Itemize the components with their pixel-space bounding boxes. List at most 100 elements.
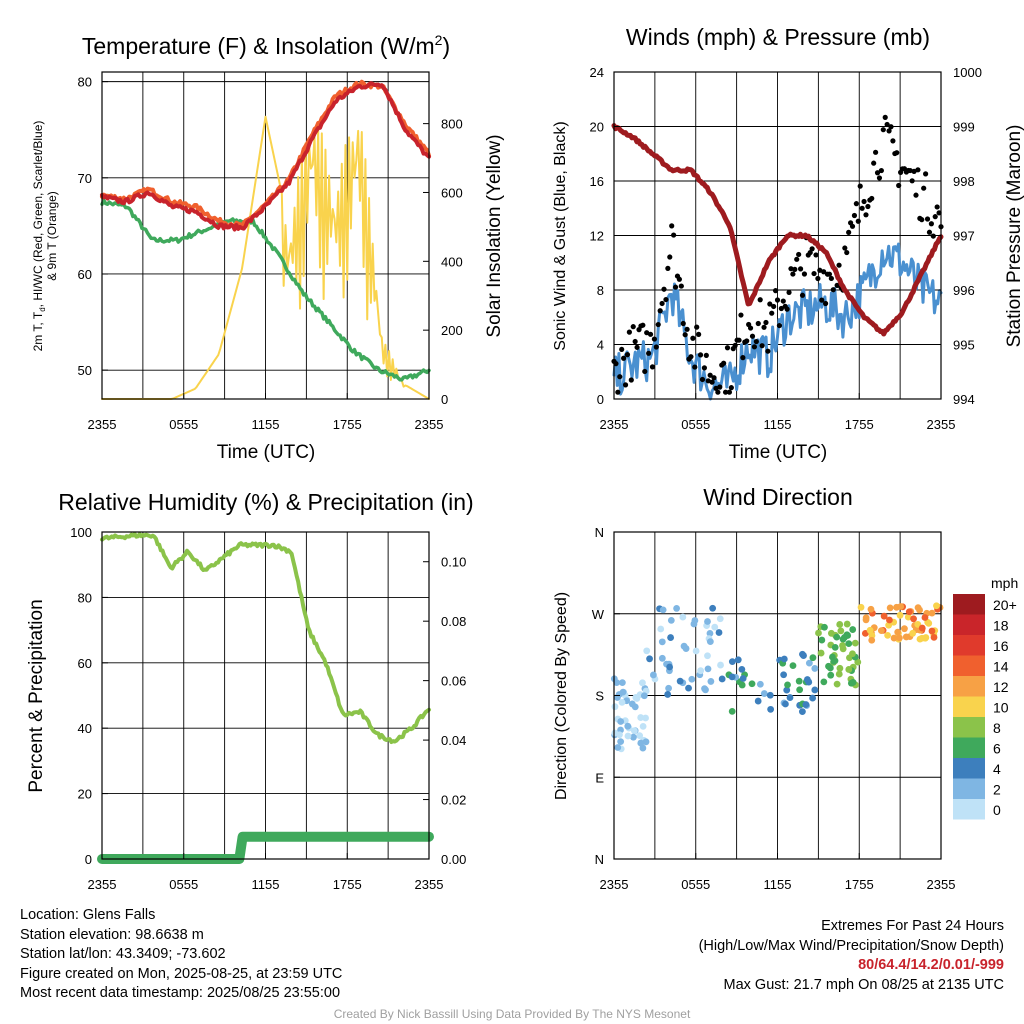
direction-point xyxy=(673,605,681,612)
gust-point xyxy=(669,223,675,229)
gust-point xyxy=(886,128,892,134)
y-tick-label: 80 xyxy=(78,75,92,90)
gust-point xyxy=(855,218,861,224)
humidity-left-ticks: 0 20 40 60 80 100 xyxy=(70,525,108,867)
y-tick-label: 100 xyxy=(70,525,92,540)
gust-point xyxy=(774,297,781,303)
gust-point xyxy=(747,325,754,331)
direction-point xyxy=(646,655,653,663)
gust-point xyxy=(699,376,706,383)
gust-point xyxy=(709,379,715,385)
legend-label: 20+ xyxy=(993,597,1017,613)
gust-point xyxy=(701,365,708,371)
gust-point xyxy=(797,266,804,272)
direction-point xyxy=(902,633,910,641)
station-elevation: Station elevation: 98.6638 m xyxy=(20,926,204,943)
direction-point xyxy=(633,695,641,702)
direction-point xyxy=(904,613,912,621)
direction-point xyxy=(811,665,819,672)
direction-point xyxy=(630,727,638,735)
direction-point xyxy=(636,732,644,740)
winds-ylabel-right: Station Pressure (Maroon) xyxy=(1004,125,1024,348)
direction-point xyxy=(839,645,847,653)
direction-point xyxy=(704,618,711,625)
gust-point xyxy=(919,217,925,223)
extremes-info: Extremes For Past 24 Hours (High/Low/Max… xyxy=(699,917,1004,995)
gust-point xyxy=(796,251,802,258)
direction-point xyxy=(830,657,838,665)
y-tick-label: 995 xyxy=(953,338,975,353)
gust-point xyxy=(811,270,817,277)
temperature-ylabel-left: 2m T, Td, HI/WC (Red, Green, Scarlet/Blu… xyxy=(31,121,47,352)
direction-point xyxy=(780,655,788,663)
gust-point xyxy=(622,382,629,388)
gust-point xyxy=(834,282,840,288)
direction-point xyxy=(624,722,632,730)
y-tick-label: 998 xyxy=(953,174,975,189)
gust-point xyxy=(647,331,654,337)
y-tick-label: 40 xyxy=(78,721,92,736)
y-tick-label: 0.08 xyxy=(441,614,466,629)
direction-point xyxy=(925,619,933,627)
gust-point xyxy=(801,271,808,277)
temperature-xlabel: Time (UTC) xyxy=(217,442,316,463)
gust-point xyxy=(763,319,769,326)
winds-x-ticks: 2355 0555 1155 1755 2355 xyxy=(600,393,955,432)
gust-point xyxy=(784,306,790,312)
gust-point xyxy=(732,342,738,349)
direction-title: Wind Direction xyxy=(703,484,853,510)
gust-point xyxy=(617,374,623,380)
gust-point xyxy=(865,203,871,210)
x-tick-label: 1755 xyxy=(845,877,874,892)
direction-point xyxy=(821,623,828,631)
direction-point xyxy=(650,671,657,679)
direction-point xyxy=(845,666,853,673)
gust-point xyxy=(626,329,632,335)
x-tick-label: 1155 xyxy=(252,417,280,432)
y-tick-label: 600 xyxy=(441,185,463,200)
direction-point xyxy=(782,700,789,708)
humidity-x-ticks: 2355 0555 1155 1755 2355 xyxy=(88,853,443,892)
station-latlon: Station lat/lon: 43.3409; -73.602 xyxy=(20,946,226,962)
x-tick-label: 1755 xyxy=(333,877,362,892)
gust-point xyxy=(630,324,636,330)
y-tick-label: 4 xyxy=(597,338,604,353)
gust-point xyxy=(861,198,867,205)
direction-point xyxy=(611,703,619,711)
gust-point xyxy=(761,324,767,330)
legend-label: 4 xyxy=(993,761,1001,777)
y-tick-label: 400 xyxy=(441,254,463,269)
direction-point xyxy=(637,714,645,721)
temperature-title: Temperature (F) & Insolation (W/m2) xyxy=(82,32,450,59)
direction-point xyxy=(664,691,672,698)
direction-point xyxy=(728,673,736,681)
direction-panel: Wind Direction 2355 0555 1155 1755 2355 N E S W… xyxy=(553,484,1018,892)
direction-point xyxy=(738,681,746,689)
gust-point xyxy=(863,212,869,218)
gust-point xyxy=(711,375,717,381)
gust-point xyxy=(849,223,856,229)
gust-point xyxy=(876,175,883,181)
gust-point xyxy=(915,167,921,173)
y-tick-label: W xyxy=(592,607,605,622)
gust-point xyxy=(869,195,875,202)
direction-point xyxy=(905,608,913,616)
direction-point xyxy=(877,627,885,635)
direction-point xyxy=(704,665,712,673)
direction-point xyxy=(918,624,926,632)
direction-point xyxy=(849,650,856,658)
gust-point xyxy=(653,344,659,350)
extremes-legend: (High/Low/Max Wind/Precipitation/Snow De… xyxy=(698,937,1004,954)
gust-point xyxy=(767,301,773,307)
direction-point xyxy=(615,691,623,698)
gust-point xyxy=(880,127,886,133)
legend-label: 12 xyxy=(993,679,1009,695)
direction-point xyxy=(802,701,810,708)
gust-point xyxy=(621,355,627,361)
gust-point xyxy=(759,343,765,349)
gust-point xyxy=(667,254,673,260)
gust-point xyxy=(859,205,865,211)
gust-point xyxy=(844,249,850,256)
direction-point xyxy=(854,658,862,666)
y-tick-label: N xyxy=(595,852,604,867)
